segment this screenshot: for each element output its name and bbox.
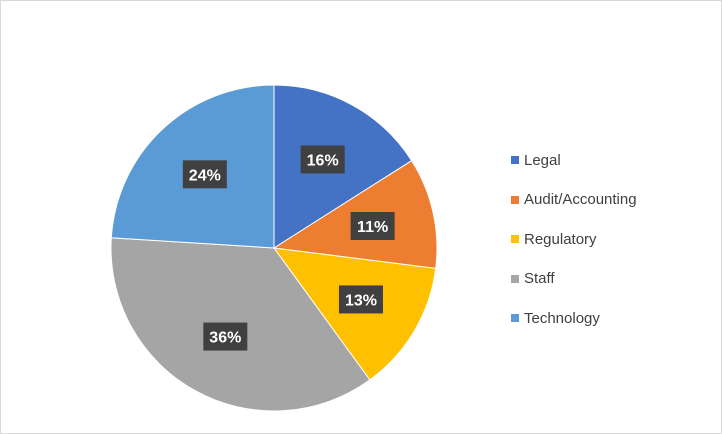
legend-label: Regulatory [524, 230, 597, 248]
legend-swatch [511, 314, 519, 322]
legend-item: Audit/Accounting [511, 190, 716, 210]
data-label-text: 16% [307, 152, 339, 169]
legend-item: Legal [511, 150, 716, 170]
data-label-text: 24% [189, 167, 221, 184]
data-label-text: 36% [209, 330, 241, 347]
legend-swatch [511, 156, 519, 164]
legend-label: Audit/Accounting [524, 191, 637, 208]
legend-label: Staff [524, 270, 555, 287]
data-label-text: 11% [357, 219, 388, 236]
legend-item: Staff [511, 269, 716, 289]
data-label-text: 13% [345, 292, 377, 309]
legend-label: Technology [524, 309, 600, 327]
legend-label: Legal [524, 151, 561, 169]
pie-slice-regulatory [272, 247, 437, 381]
data-label: 36% [203, 322, 248, 351]
legend-item: Regulatory [511, 229, 716, 249]
data-label: 13% [338, 285, 383, 314]
data-label: 24% [182, 160, 227, 189]
data-label: 11% [350, 211, 395, 240]
legend-swatch [511, 195, 519, 204]
data-label: 16% [300, 145, 345, 174]
legend: Legal Audit/Accounting Regulatory Staff Tech… [511, 150, 716, 348]
legend-swatch [511, 274, 519, 283]
legend-swatch [511, 235, 519, 243]
legend-item: Technology [511, 308, 716, 328]
